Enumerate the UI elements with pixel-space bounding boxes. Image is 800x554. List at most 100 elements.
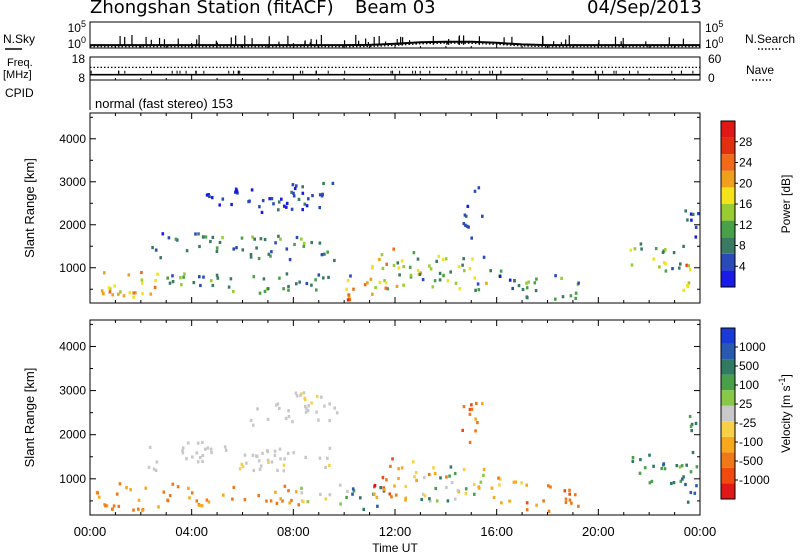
power-data-cell: [633, 247, 637, 251]
power-data-cell: [277, 208, 280, 212]
power-colorbar-swatch: [721, 253, 735, 271]
power-data-cell: [211, 283, 215, 288]
power-data-cell: [215, 273, 219, 277]
velocity-colorbar-label: 100: [739, 378, 759, 392]
velocity-data-cell: [187, 486, 190, 490]
power-data-cell: [381, 266, 385, 270]
velocity-data-cell: [648, 453, 651, 457]
nave-tick-bottom: 0: [708, 71, 715, 85]
velocity-colorbar-swatch: [721, 359, 735, 375]
velocity-data-cell: [258, 467, 262, 471]
velocity-data-cell: [144, 486, 148, 490]
velocity-data-cell: [423, 476, 426, 480]
power-data-cell: [560, 276, 563, 280]
velocity-data-cell: [112, 504, 116, 508]
velocity-data-cell: [147, 465, 151, 469]
power-data-cell: [408, 265, 412, 269]
power-data-cell: [287, 288, 290, 292]
velocity-data-cell: [185, 457, 188, 461]
velocity-colorbar-frame: [720, 327, 736, 500]
power-data-cell: [266, 287, 270, 291]
power-data-cell: [392, 247, 395, 251]
velocity-data-cell: [206, 446, 210, 450]
velocity-data-cell: [435, 499, 439, 503]
velocity-data-cell: [302, 500, 305, 504]
velocity-data-cell: [168, 494, 172, 498]
power-data-cell: [307, 197, 310, 201]
power-data-cell: [652, 257, 655, 261]
velocity-data-cell: [259, 464, 263, 468]
power-data-cell: [141, 281, 144, 285]
power-data-cell: [697, 212, 700, 216]
velocity-ytick-label: 3000: [59, 384, 86, 398]
velocity-data-cell: [660, 466, 663, 471]
power-data-cell: [185, 249, 189, 253]
search-tick-top: 105: [705, 19, 723, 35]
power-data-cell: [346, 278, 350, 283]
velocity-data-cell: [282, 463, 286, 467]
velocity-data-cell: [568, 488, 571, 492]
power-data-cell: [154, 248, 158, 252]
power-data-cell: [687, 264, 690, 268]
velocity-data-cell: [266, 417, 270, 421]
power-data-cell: [477, 288, 481, 292]
velocity-data-cell: [306, 500, 310, 504]
power-data-cell: [140, 270, 143, 275]
velocity-data-cell: [470, 407, 474, 411]
velocity-data-cell: [267, 460, 270, 464]
power-data-cell: [285, 272, 289, 276]
velocity-data-cell: [391, 457, 394, 461]
power-colorbar-swatch: [721, 121, 735, 138]
velocity-data-cell: [284, 416, 288, 420]
power-colorbar-label: 24: [739, 156, 753, 170]
velocity-data-cell: [315, 410, 318, 414]
velocity-data-cell: [694, 421, 698, 425]
power-data-cell: [318, 193, 322, 197]
velocity-data-cell: [481, 401, 484, 406]
velocity-data-cell: [397, 467, 400, 471]
power-data-cell: [535, 277, 538, 281]
velocity-data-cell: [474, 417, 477, 421]
power-data-cell: [482, 255, 486, 259]
velocity-data-cell: [684, 482, 687, 487]
power-colorbar-swatch: [721, 187, 735, 204]
power-data-cell: [473, 276, 476, 280]
velocity-colorbar-label: -1000: [739, 473, 770, 487]
velocity-data-cell: [394, 493, 398, 497]
velocity-data-cell: [305, 407, 308, 411]
velocity-data-cell: [256, 407, 259, 411]
nave-tick-top: 60: [708, 52, 722, 66]
velocity-data-cell: [273, 453, 277, 457]
velocity-data-cell: [346, 489, 349, 493]
power-data-cell: [348, 298, 352, 302]
power-data-cell: [230, 202, 233, 207]
power-data-cell: [416, 268, 420, 273]
velocity-data-cell: [307, 404, 310, 408]
power-data-cell: [295, 235, 299, 240]
velocity-data-cell: [482, 473, 485, 477]
power-data-cell: [199, 283, 202, 288]
velocity-data-cell: [631, 456, 635, 460]
velocity-data-cell: [535, 503, 538, 507]
velocity-colorbar-swatch: [721, 483, 735, 499]
power-data-cell: [433, 279, 437, 283]
velocity-data-cell: [499, 477, 502, 481]
velocity-data-cell: [210, 451, 213, 455]
power-data-cell: [287, 284, 290, 289]
velocity-data-cell: [198, 456, 202, 460]
velocity-data-cell: [115, 492, 119, 496]
power-data-cell: [454, 281, 458, 285]
power-data-cell: [694, 225, 698, 229]
velocity-data-cell: [379, 486, 382, 490]
velocity-colorbar-label: 500: [739, 359, 759, 373]
power-data-cell: [386, 287, 389, 291]
velocity-data-cell: [201, 454, 205, 458]
power-data-cell: [149, 292, 153, 296]
power-data-cell: [345, 287, 348, 291]
velocity-data-cell: [141, 509, 144, 513]
velocity-data-cell: [643, 466, 647, 470]
velocity-data-cell: [326, 456, 329, 460]
power-colorbar-swatch: [721, 237, 735, 254]
velocity-data-cell: [514, 480, 517, 484]
power-data-cell: [128, 291, 132, 295]
